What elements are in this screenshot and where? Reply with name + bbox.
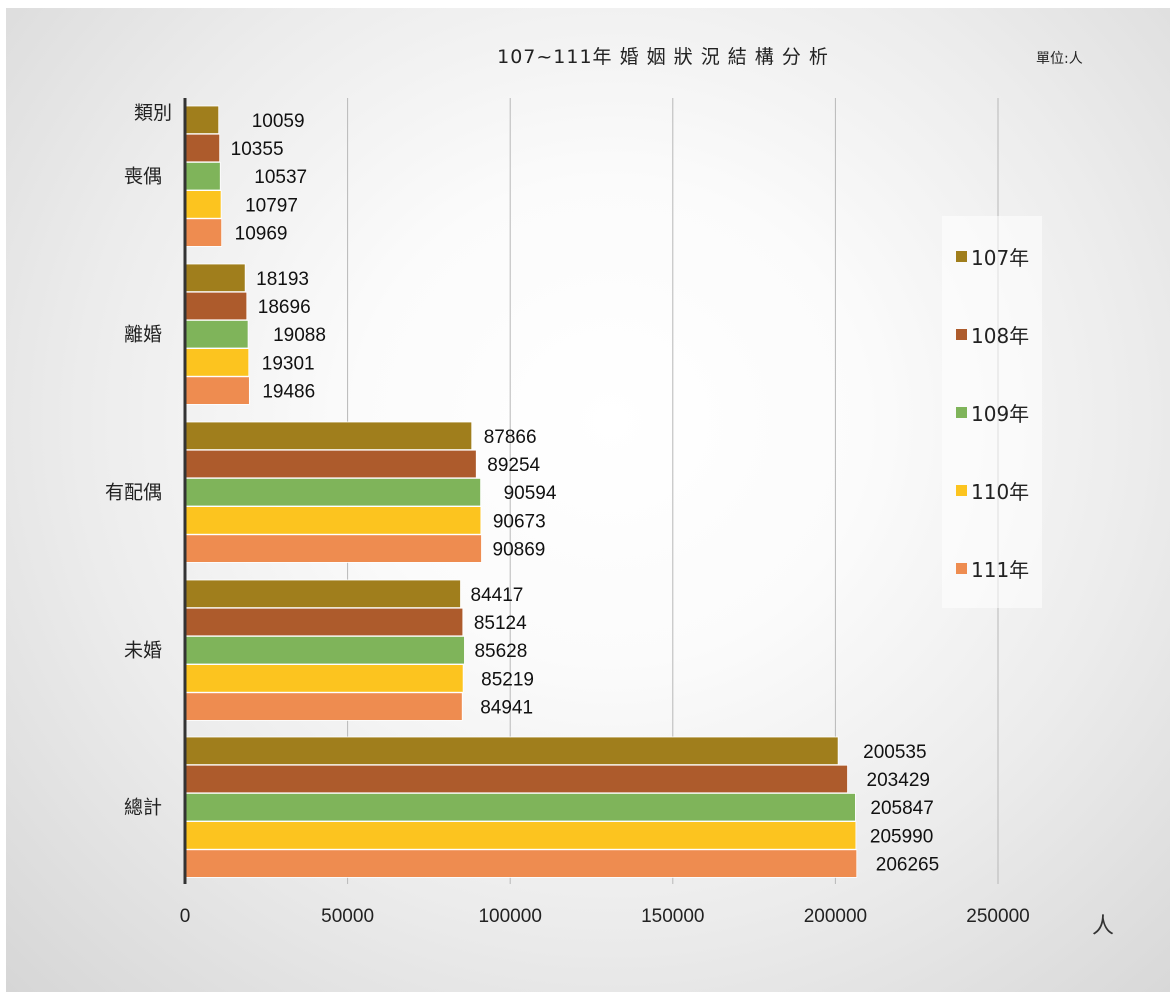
data-label: 203429 <box>867 770 930 791</box>
y-category-label: 總計 <box>124 797 162 819</box>
legend-item: 110年 <box>956 476 1029 505</box>
data-label: 19486 <box>262 382 315 403</box>
x-tick-label: 200000 <box>804 906 867 927</box>
data-label: 10797 <box>245 195 298 216</box>
data-label: 85124 <box>474 613 527 634</box>
legend-label: 109年 <box>971 398 1029 427</box>
data-label: 84417 <box>471 585 524 606</box>
bar <box>186 320 248 348</box>
legend-swatch <box>956 251 967 262</box>
x-tick-label: 0 <box>180 906 191 927</box>
x-tick-label: 150000 <box>641 906 704 927</box>
data-label: 84941 <box>480 698 533 719</box>
data-label: 206265 <box>876 855 939 876</box>
data-label: 90673 <box>493 511 546 532</box>
legend: 107年 108年 109年 110年 111年 <box>942 216 1042 608</box>
legend-item: 107年 <box>956 242 1029 271</box>
legend-item: 108年 <box>956 320 1029 349</box>
legend-item: 109年 <box>956 398 1029 427</box>
legend-label: 111年 <box>971 554 1029 583</box>
bar <box>186 535 482 563</box>
bar <box>186 822 856 850</box>
legend-swatch <box>956 407 967 418</box>
bar <box>186 765 848 793</box>
data-label: 19301 <box>262 353 315 374</box>
bar <box>186 264 245 292</box>
bar <box>186 450 476 478</box>
bar <box>186 580 461 608</box>
data-label: 85628 <box>474 641 527 662</box>
data-label: 85219 <box>481 669 534 690</box>
y-category-label: 離婚 <box>124 324 162 346</box>
bar <box>186 106 219 134</box>
bar <box>186 134 220 162</box>
bar <box>186 292 247 320</box>
data-label: 90594 <box>504 483 557 504</box>
bar <box>186 636 464 664</box>
data-label: 18696 <box>258 297 311 318</box>
data-label: 10355 <box>231 139 284 160</box>
bar <box>186 422 472 450</box>
bar <box>186 507 481 535</box>
data-label: 205990 <box>870 826 933 847</box>
legend-label: 110年 <box>971 476 1029 505</box>
bar <box>186 608 463 636</box>
legend-swatch <box>956 329 967 340</box>
legend-swatch <box>956 485 967 496</box>
data-label: 10059 <box>252 111 305 132</box>
x-tick-label: 250000 <box>966 906 1029 927</box>
data-label: 19088 <box>273 325 326 346</box>
bar <box>186 219 222 247</box>
legend-label: 108年 <box>971 320 1029 349</box>
bar <box>186 162 220 190</box>
data-label: 200535 <box>863 742 926 763</box>
data-label: 18193 <box>256 269 309 290</box>
data-label: 10537 <box>254 167 307 188</box>
bar <box>186 850 857 878</box>
x-tick-label: 50000 <box>321 906 374 927</box>
bar <box>186 377 249 405</box>
data-label: 205847 <box>870 798 933 819</box>
bar <box>186 191 221 219</box>
legend-swatch <box>956 563 967 574</box>
y-category-label: 有配偶 <box>105 482 162 504</box>
data-label: 87866 <box>484 427 537 448</box>
legend-item: 111年 <box>956 554 1029 583</box>
bar <box>186 693 462 721</box>
legend-label: 107年 <box>971 242 1029 271</box>
data-label: 89254 <box>487 455 540 476</box>
bar <box>186 478 481 506</box>
bar <box>186 737 838 765</box>
data-label: 90869 <box>493 540 546 561</box>
y-header-label: 類別 <box>134 102 172 124</box>
y-category-label: 未婚 <box>124 640 162 662</box>
y-category-label: 喪偶 <box>124 166 162 188</box>
x-tick-label: 100000 <box>478 906 541 927</box>
data-label: 10969 <box>235 224 288 245</box>
bar <box>186 665 463 693</box>
bar <box>186 793 855 821</box>
bar <box>186 349 249 377</box>
